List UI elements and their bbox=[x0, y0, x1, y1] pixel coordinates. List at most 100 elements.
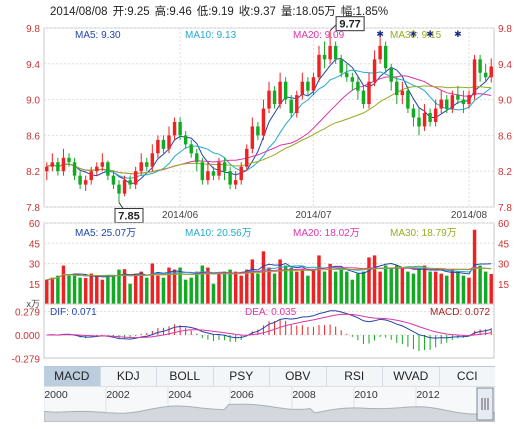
volume-ytick-right: 45 bbox=[498, 239, 510, 250]
price-ytick-left: 7.8 bbox=[26, 203, 40, 214]
volume-bar bbox=[356, 273, 360, 304]
candle-body bbox=[172, 121, 177, 136]
candle-body bbox=[222, 162, 227, 172]
volume-ytick-right: 60 bbox=[498, 219, 510, 230]
tab-rsi[interactable]: RSI bbox=[327, 367, 383, 386]
candle-body bbox=[311, 77, 316, 91]
quote-close: 收:9.37 bbox=[238, 6, 276, 18]
time-navigator[interactable]: 2000 2002 2004 2006 2008 2010 2012 bbox=[44, 386, 495, 422]
volume-bar bbox=[278, 259, 282, 304]
price-frame bbox=[43, 27, 495, 208]
max-label-box bbox=[335, 16, 365, 32]
volume-bar bbox=[361, 271, 366, 304]
candle-body bbox=[156, 139, 160, 154]
candle-body bbox=[461, 99, 466, 105]
price-ma-label: MA30: 9.15 bbox=[390, 30, 442, 41]
tab-kdj[interactable]: KDJ bbox=[101, 367, 157, 386]
volume-ma-label: MA20: 18.02万 bbox=[293, 228, 360, 239]
volume-bar bbox=[406, 271, 410, 304]
max-label: 9.77 bbox=[339, 19, 360, 31]
volume-bar bbox=[395, 265, 399, 304]
volume-bar bbox=[156, 275, 160, 304]
volume-bar bbox=[95, 275, 99, 304]
tab-boll[interactable]: BOLL bbox=[157, 367, 214, 386]
volume-bar bbox=[117, 269, 121, 304]
volume-bar bbox=[267, 267, 271, 304]
navigator-history-area bbox=[44, 403, 495, 422]
candle-body bbox=[56, 162, 60, 172]
macd-panel: 0.279 0.000 -0.279 DIF: 0.071 DEA: 0.035 MACD… bbox=[12, 303, 495, 365]
candle-body bbox=[345, 72, 349, 78]
volume-ytick-right: 30 bbox=[498, 260, 510, 271]
navigator-year-label: 2000 bbox=[44, 389, 68, 401]
candle-body bbox=[361, 90, 366, 105]
volume-ma-label: MA30: 18.79万 bbox=[390, 228, 457, 239]
event-star-icon: ✱ bbox=[410, 29, 418, 39]
candle-body bbox=[378, 45, 382, 60]
price-ma-label: MA10: 9.13 bbox=[185, 30, 237, 41]
price-ytick-right: 8.2 bbox=[498, 167, 512, 178]
volume-ma-label: MA10: 20.56万 bbox=[185, 228, 252, 239]
price-ma-label: MA20: 9.09 bbox=[293, 30, 345, 41]
min-label: 7.85 bbox=[118, 211, 139, 223]
volume-bar bbox=[61, 265, 66, 304]
candle-body bbox=[200, 162, 205, 181]
volume-bar bbox=[150, 263, 155, 304]
navigator-year-label: 2006 bbox=[230, 389, 254, 401]
price-xtick: 2014/08 bbox=[451, 210, 488, 221]
event-star-icon: ✱ bbox=[376, 29, 384, 39]
volume-bar bbox=[256, 273, 260, 304]
candle-body bbox=[133, 171, 138, 185]
price-ytick-right: 9.0 bbox=[498, 96, 512, 107]
price-ytick-right: 7.8 bbox=[498, 203, 512, 214]
candle-body bbox=[89, 171, 93, 181]
tab-cci[interactable]: CCI bbox=[456, 369, 478, 383]
candle-body bbox=[306, 81, 310, 91]
indicator-tabs: MACD KDJ BOLL PSY OBV RSI WVAD CCI bbox=[44, 366, 495, 387]
candle-body bbox=[245, 148, 249, 167]
stock-chart[interactable]: 9.8 9.8 9.4 9.4 9.0 9.0 8.6 8.6 8.2 8.2 7.8 7.8 2014… bbox=[0, 0, 514, 366]
volume-bar bbox=[389, 267, 393, 304]
volume-bar bbox=[145, 277, 149, 304]
candle-body bbox=[111, 175, 116, 185]
volume-bar bbox=[300, 269, 305, 304]
volume-bar bbox=[139, 271, 143, 304]
volume-bar bbox=[367, 257, 371, 304]
quote-change: 幅:1.85% bbox=[340, 6, 389, 18]
volume-ytick-left: 15 bbox=[29, 280, 41, 291]
tab-macd[interactable]: MACD bbox=[44, 367, 101, 386]
candle-body bbox=[106, 162, 110, 176]
candle-body bbox=[211, 171, 216, 176]
tab-wvad[interactable]: WVAD bbox=[383, 367, 440, 386]
candle-body bbox=[350, 77, 355, 82]
quote-date: 2014/08/08 bbox=[50, 6, 108, 18]
candle-body bbox=[483, 72, 488, 78]
tab-psy[interactable]: PSY bbox=[214, 367, 270, 386]
candle-body bbox=[300, 81, 305, 96]
candle-body bbox=[278, 81, 282, 105]
volume-bar bbox=[339, 269, 343, 304]
volume-bar bbox=[333, 271, 338, 304]
volume-bar bbox=[372, 255, 377, 304]
price-ytick-left: 8.6 bbox=[26, 131, 40, 142]
tab-obv[interactable]: OBV bbox=[270, 367, 327, 386]
quote-volume: 量:18.05万 bbox=[280, 6, 336, 18]
candle-body bbox=[417, 117, 421, 127]
candle-body bbox=[167, 135, 171, 149]
volume-bar bbox=[195, 271, 199, 304]
volume-ytick-right: 15 bbox=[498, 280, 510, 291]
volume-bar bbox=[233, 271, 238, 304]
event-star-icon: ✱ bbox=[454, 29, 462, 39]
volume-bar bbox=[400, 267, 405, 304]
volume-bar bbox=[89, 273, 93, 304]
volume-bar bbox=[56, 275, 60, 304]
candle-body bbox=[445, 99, 449, 109]
volume-bar bbox=[456, 271, 460, 304]
candle-body bbox=[367, 81, 371, 105]
volume-bar bbox=[306, 275, 310, 304]
candle-body bbox=[217, 162, 221, 176]
quote-header: 2014/08/08 开:9.25 高:9.46 低:9.19 收:9.37 量:18.0… bbox=[50, 3, 393, 18]
volume-ytick-left: 60 bbox=[29, 219, 41, 230]
volume-bar bbox=[295, 271, 299, 304]
volume-ytick-left: 45 bbox=[29, 239, 41, 250]
